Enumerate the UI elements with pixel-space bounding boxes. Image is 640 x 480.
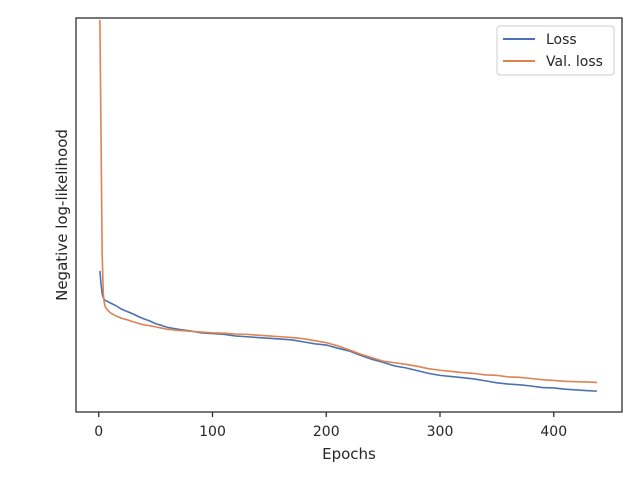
x-tick-label: 100 <box>199 424 226 440</box>
x-ticks: 0 100 200 300 400 <box>94 412 567 440</box>
x-axis-label: Epochs <box>322 445 376 463</box>
x-tick-label: 0 <box>94 424 103 440</box>
series-layer <box>99 19 598 392</box>
legend-label-val-loss: Val. loss <box>546 54 603 70</box>
x-tick-label: 400 <box>540 424 567 440</box>
series-line-loss <box>99 270 598 392</box>
x-tick-label: 200 <box>313 424 340 440</box>
x-tick-label: 300 <box>427 424 454 440</box>
plot-frame <box>75 17 623 413</box>
legend-label-loss: Loss <box>546 32 577 48</box>
series-line-val-loss <box>99 19 598 384</box>
y-axis-label: Negative log-likelihood <box>53 129 71 301</box>
legend: Loss Val. loss <box>496 25 615 76</box>
